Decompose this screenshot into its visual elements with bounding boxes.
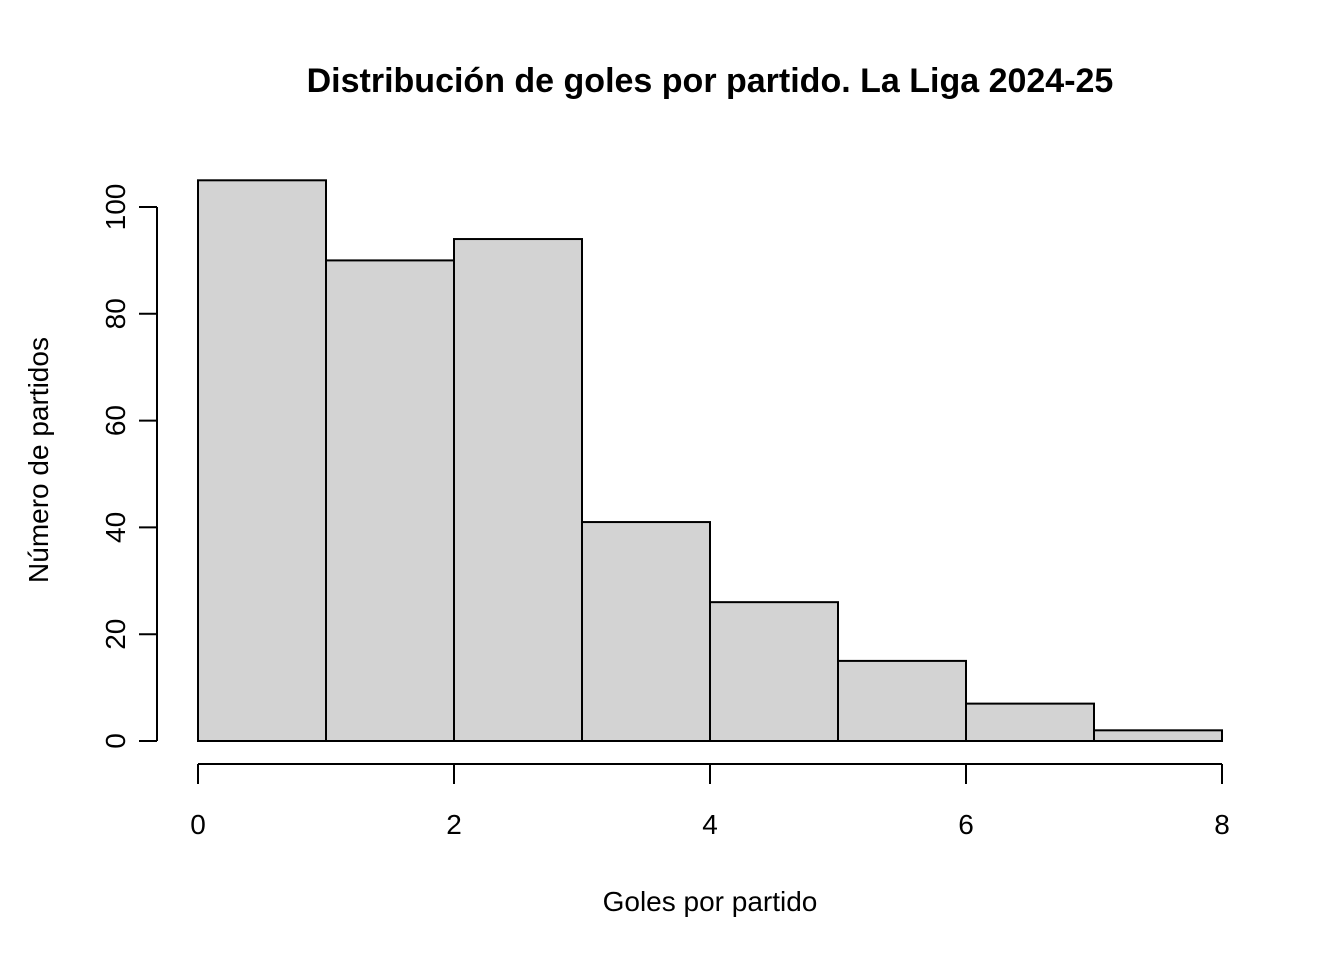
- y-tick-label-0: 0: [100, 733, 131, 749]
- y-axis-label: Número de partidos: [23, 337, 54, 583]
- chart-title: Distribución de goles por partido. La Li…: [307, 62, 1114, 100]
- x-tick-label-6: 6: [958, 809, 974, 840]
- x-tick-label-8: 8: [1214, 809, 1230, 840]
- histogram-bar-2: [453, 238, 583, 742]
- y-tick-label-20: 20: [100, 619, 131, 650]
- x-tick-label-4: 4: [702, 809, 718, 840]
- y-tick-label-100: 100: [100, 184, 131, 231]
- y-tick-label-80: 80: [100, 298, 131, 329]
- histogram-bar-5: [837, 659, 967, 743]
- y-tick-label-60: 60: [100, 405, 131, 436]
- y-tick-label-40: 40: [100, 512, 131, 543]
- x-tick-label-2: 2: [446, 809, 462, 840]
- x-axis: 0 2 4 6 8: [190, 763, 1230, 840]
- bars-group: [197, 179, 1223, 743]
- x-tick-label-0: 0: [190, 809, 206, 840]
- histogram-bar-4: [709, 601, 839, 742]
- histogram-bar-7: [1093, 729, 1223, 743]
- histogram-bar-6: [965, 702, 1095, 742]
- x-axis-label: Goles por partido: [603, 886, 818, 917]
- histogram-bar-0: [197, 179, 327, 743]
- histogram-bar-1: [325, 259, 455, 742]
- y-axis: 0 20 40 60 80 100: [100, 184, 158, 749]
- histogram-bar-3: [581, 521, 711, 742]
